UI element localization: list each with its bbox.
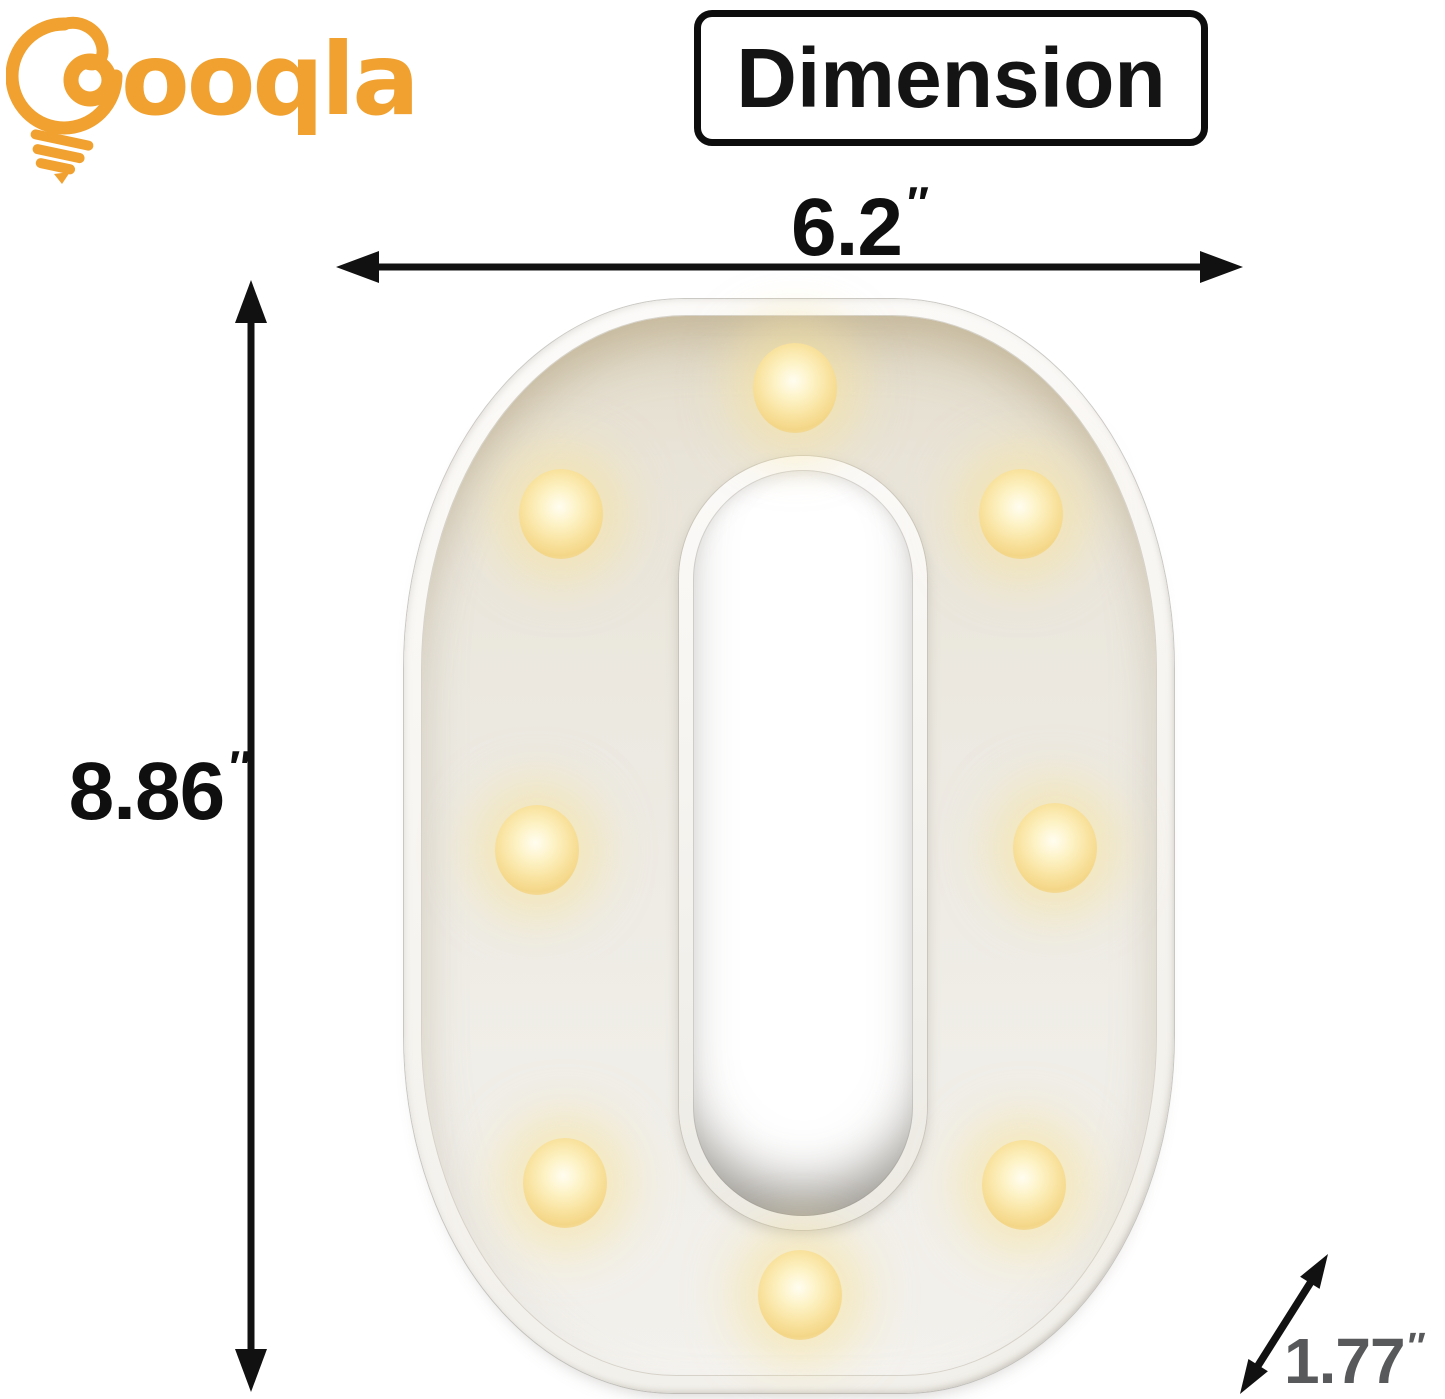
dimension-title: Dimension bbox=[736, 30, 1166, 125]
brand-wordmark: ooqla bbox=[121, 21, 417, 138]
led-bulb bbox=[979, 469, 1063, 559]
width-unit: ″ bbox=[906, 177, 930, 229]
height-value: 8.86 bbox=[68, 746, 226, 837]
led-bulb bbox=[523, 1138, 607, 1228]
depth-unit: ″ bbox=[1407, 1326, 1426, 1368]
led-bulb bbox=[982, 1140, 1066, 1230]
led-layer bbox=[404, 299, 1174, 1393]
lightbulb-p-icon bbox=[6, 16, 123, 184]
marquee-letter-o bbox=[404, 299, 1174, 1393]
led-bulb bbox=[519, 469, 603, 559]
height-dimension-label: 8.86 ″ bbox=[40, 740, 280, 839]
brand-logo: ooqla bbox=[6, 16, 420, 184]
led-bulb bbox=[758, 1250, 842, 1340]
width-value: 6.2 bbox=[790, 182, 903, 273]
depth-value: 1.77 bbox=[1284, 1325, 1406, 1397]
letter-hole bbox=[693, 470, 913, 1216]
led-bulb bbox=[753, 343, 837, 433]
width-dimension-label: 6.2 ″ bbox=[640, 176, 1080, 275]
dimension-title-box: Dimension bbox=[694, 10, 1208, 146]
led-bulb bbox=[495, 805, 579, 895]
led-bulb bbox=[1013, 803, 1097, 893]
height-unit: ″ bbox=[229, 741, 252, 793]
depth-dimension-label: 1.77″ bbox=[1284, 1324, 1426, 1398]
